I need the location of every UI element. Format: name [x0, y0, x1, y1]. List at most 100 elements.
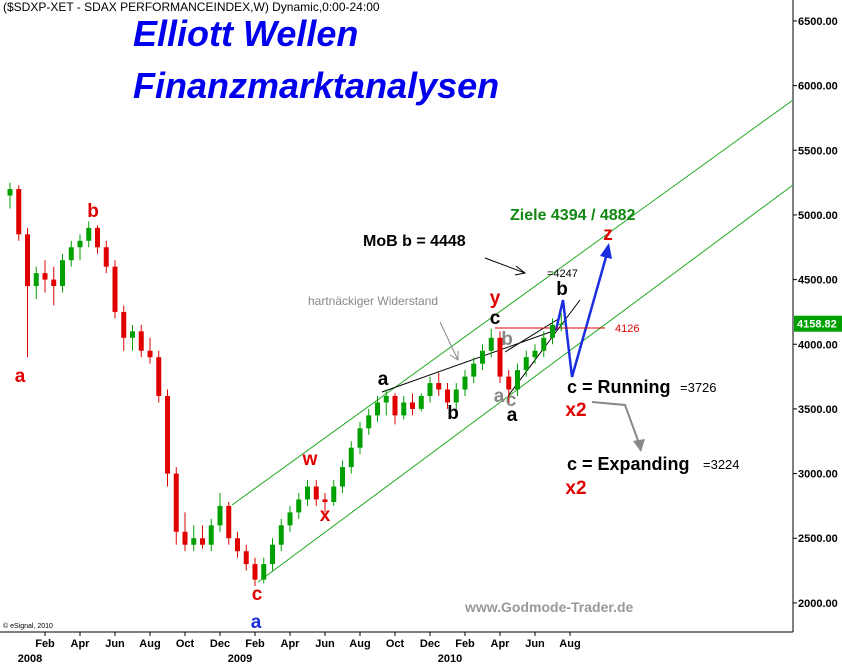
- channel-line: [231, 99, 794, 506]
- candle-body: [165, 395, 170, 474]
- annotation: hartnäckiger Widerstand: [308, 294, 438, 308]
- candle-body: [488, 337, 494, 351]
- candle-body: [427, 383, 433, 396]
- headline: Elliott Wellen: [133, 13, 358, 54]
- candle-body: [138, 331, 144, 351]
- candle-body: [173, 473, 179, 532]
- x-tick-label: Aug: [559, 638, 580, 650]
- candle-body: [453, 389, 459, 403]
- x-tick-label: Apr: [71, 638, 91, 650]
- year-label: 2008: [18, 653, 42, 665]
- arrow: [439, 321, 459, 361]
- x-tick-label: Dec: [210, 638, 230, 650]
- candle-body: [182, 531, 188, 545]
- wave-label: c: [506, 390, 517, 411]
- candle-body: [68, 247, 74, 261]
- annotation: =4247: [547, 268, 578, 280]
- y-tick-label: 2000.00: [798, 598, 838, 610]
- x-tick-label: Dec: [420, 638, 440, 650]
- candle-body: [375, 402, 380, 416]
- y-tick-label: 4000.00: [798, 339, 838, 351]
- channel-line: [257, 184, 794, 583]
- last-price: 4158.82: [797, 319, 837, 331]
- candle-body: [51, 279, 57, 287]
- x-tick-label: Jun: [525, 638, 545, 650]
- x-tick-label: Jun: [315, 638, 335, 650]
- candle-body: [7, 189, 13, 196]
- x-tick-label: Aug: [349, 638, 370, 650]
- x-tick-label: Oct: [176, 638, 195, 650]
- candle-body: [462, 376, 468, 390]
- wave-label: x: [320, 505, 331, 526]
- candle-body: [523, 357, 529, 371]
- candle-body: [200, 538, 205, 545]
- candle-body: [506, 376, 512, 390]
- candle-body: [86, 227, 92, 241]
- candle-body: [130, 331, 135, 338]
- y-tick-label: 6500.00: [798, 16, 838, 28]
- annotation: Ziele 4394 / 4882: [510, 207, 636, 224]
- candle-body: [322, 499, 328, 503]
- candle-body: [287, 512, 293, 526]
- candle-body: [366, 415, 372, 429]
- x-tick-label: Feb: [245, 638, 265, 650]
- chart-title: ($SDXP-XET - SDAX PERFORMANCEINDEX,W) Dy…: [3, 0, 380, 14]
- y-tick-label: 5000.00: [798, 210, 838, 222]
- candle-body: [515, 370, 520, 390]
- source: www.Godmode-Trader.de: [464, 599, 634, 615]
- candle-body: [401, 402, 407, 416]
- candle-body: [480, 350, 485, 364]
- copyright: © eSignal, 2010: [3, 622, 53, 630]
- candle-body: [471, 363, 477, 377]
- candle-body: [25, 234, 30, 287]
- candle-body: [383, 395, 389, 403]
- x-tick-label: Oct: [386, 638, 405, 650]
- candle-body: [235, 538, 240, 552]
- y-tick-label: 4500.00: [798, 275, 838, 287]
- candle-body: [532, 350, 538, 358]
- wave-label: z: [603, 224, 613, 245]
- wave-label: b: [447, 403, 459, 424]
- candle-body: [558, 323, 564, 325]
- arrow-head: [600, 243, 612, 259]
- wave-label: b: [87, 201, 99, 222]
- candle-body: [261, 564, 267, 580]
- candle-body: [357, 428, 363, 448]
- y-tick-label: 6000.00: [798, 81, 838, 93]
- headline: Finanzmarktanalysen: [133, 65, 499, 106]
- candle-body: [252, 564, 258, 580]
- candle-body: [313, 486, 319, 500]
- annotation: =3224: [703, 457, 740, 472]
- x-tick-label: Jun: [105, 638, 125, 650]
- candle-body: [243, 551, 249, 565]
- candle-body: [541, 337, 547, 351]
- candle-body: [42, 273, 48, 280]
- candle-body: [497, 337, 503, 377]
- wave-label: a: [507, 405, 518, 426]
- candle-body: [33, 273, 39, 287]
- candle-body: [305, 486, 310, 500]
- candle-body: [217, 505, 223, 526]
- annotation: c = Expanding: [567, 454, 690, 474]
- candle-body: [226, 505, 232, 539]
- candle-body: [16, 189, 22, 235]
- candle-body: [296, 499, 302, 513]
- last-price-box: [794, 315, 842, 332]
- candle-body: [340, 467, 345, 487]
- candle-body: [103, 247, 109, 267]
- year-label: 2009: [228, 653, 252, 665]
- candle-body: [436, 383, 442, 390]
- arrow: [484, 257, 527, 276]
- candle-body: [331, 486, 337, 503]
- wave-label: x2: [565, 400, 586, 421]
- candle-body: [208, 525, 214, 545]
- candle-body: [191, 538, 197, 545]
- candle-body: [410, 402, 415, 409]
- level-label: 4126: [615, 323, 639, 335]
- wave-label: w: [302, 449, 318, 470]
- wave-label: c: [252, 584, 263, 605]
- candle-body: [95, 227, 100, 248]
- wave-label: a: [251, 612, 262, 633]
- wave-label: c: [490, 308, 501, 329]
